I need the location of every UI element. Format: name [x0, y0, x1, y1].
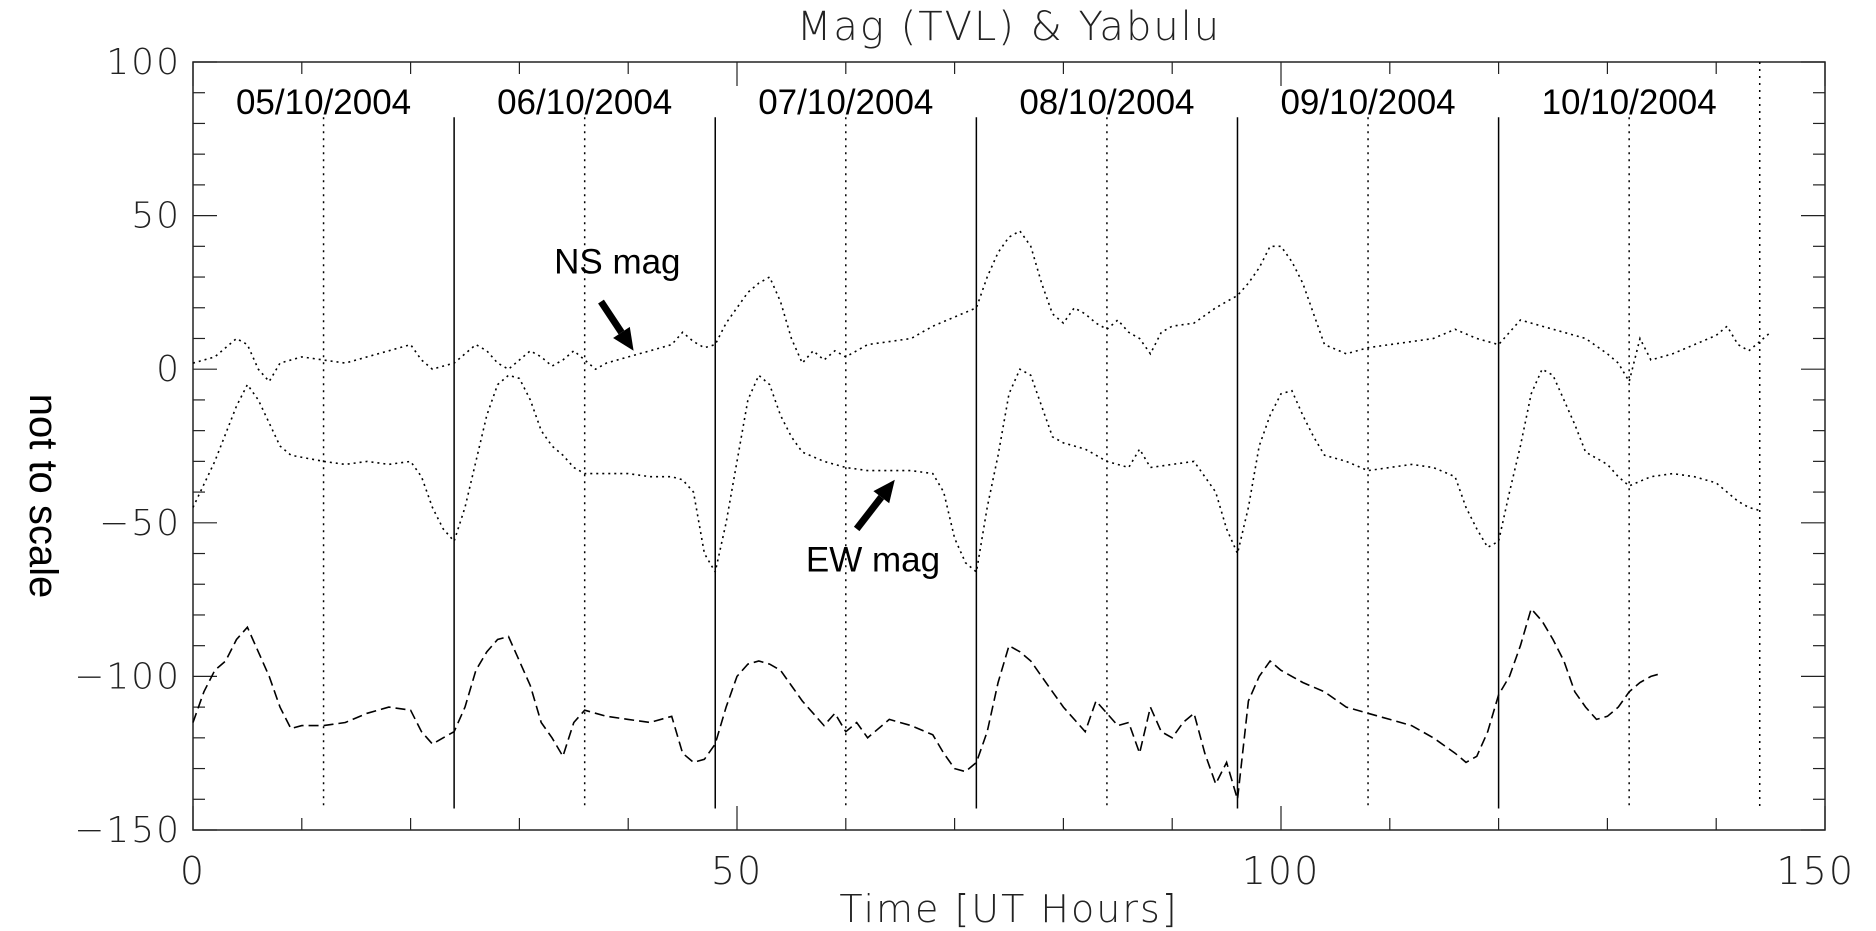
x-tick-label: 150: [1776, 849, 1855, 893]
plot-frame: [192, 61, 1826, 831]
day-labels: 05/10/2004 06/10/2004 07/10/2004 08/10/2004…: [236, 83, 1717, 122]
annotation-arrow-head: [873, 479, 895, 504]
annotation-label: EW mag: [806, 541, 940, 580]
series-layer: [192, 229, 1772, 800]
y-tick-label: 50: [131, 196, 181, 237]
x-tick-label: 0: [180, 849, 206, 893]
y-tick-label: −50: [99, 503, 181, 544]
series-line-2: [192, 607, 1663, 800]
y-tick-label: 100: [106, 42, 181, 83]
y-tick-label: −150: [74, 810, 181, 851]
annotation-arrow-shaft: [598, 299, 625, 335]
day-label: 05/10/2004: [236, 83, 411, 122]
chart-title: Mag (TVL) & Yabulu: [797, 4, 1221, 50]
y-tick-label: 0: [156, 349, 181, 390]
y-axis-label: not to scale: [21, 394, 65, 599]
day-label: 06/10/2004: [497, 83, 672, 122]
x-axis-label: Time [UT Hours]: [839, 887, 1178, 931]
x-tick-label: 50: [711, 849, 763, 893]
annotation-arrow-shaft: [853, 495, 885, 532]
day-markers: [322, 62, 1761, 809]
series-line-0: [192, 229, 1772, 384]
annotations: NS mag EW mag: [554, 243, 940, 580]
x-axis-ticks: 0 50 100 150: [180, 62, 1855, 893]
day-label: 10/10/2004: [1542, 83, 1717, 122]
annotation-label: NS mag: [554, 243, 680, 282]
series-line-1: [192, 368, 1760, 575]
annotation-arrow-head: [613, 326, 634, 351]
y-tick-label: −100: [74, 656, 181, 697]
x-tick-label: 100: [1242, 849, 1321, 893]
day-label: 08/10/2004: [1019, 83, 1194, 122]
day-label: 07/10/2004: [758, 83, 933, 122]
y-axis-ticks: 100 50 0 −50 −100 −150: [74, 42, 1825, 851]
day-label: 09/10/2004: [1280, 83, 1455, 122]
